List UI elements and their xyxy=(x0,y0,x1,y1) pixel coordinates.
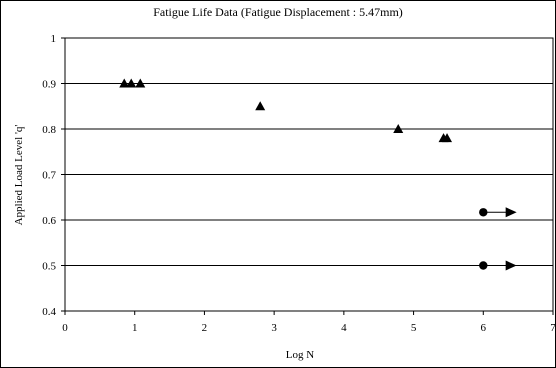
runout-arrowhead xyxy=(505,207,517,218)
y-axis-label: Applied Load Level 'q' xyxy=(13,125,25,226)
y-tick-label: 0.6 xyxy=(42,215,56,227)
triangle-marker xyxy=(119,78,130,88)
triangle-marker xyxy=(135,78,146,88)
y-tick-label: 0.4 xyxy=(42,306,56,318)
x-tick-label: 0 xyxy=(62,322,68,334)
x-tick-label: 1 xyxy=(132,322,138,334)
x-tick-label: 7 xyxy=(550,322,556,334)
triangle-marker xyxy=(393,124,404,133)
data-points xyxy=(119,78,488,270)
x-tick-label: 5 xyxy=(411,322,417,334)
y-tick-label: 0.5 xyxy=(42,261,56,273)
circle-marker xyxy=(479,208,488,217)
circle-marker xyxy=(479,261,488,270)
grid-lines xyxy=(65,83,553,266)
x-axis-label: Log N xyxy=(286,349,314,361)
x-tick-label: 4 xyxy=(341,322,347,334)
x-tick-label: 2 xyxy=(202,322,208,334)
triangle-marker xyxy=(126,78,137,88)
triangle-marker xyxy=(255,101,266,111)
x-tick-label: 3 xyxy=(271,322,277,334)
y-tick-label: 1 xyxy=(51,33,57,45)
runout-arrowhead xyxy=(505,260,517,271)
y-tick-label: 0.9 xyxy=(42,79,56,91)
y-tick-label: 0.7 xyxy=(42,170,56,182)
x-tick-label: 6 xyxy=(481,322,487,334)
y-tick-label: 0.8 xyxy=(42,124,56,136)
y-axis-ticks: 0.4 0.5 0.6 0.7 0.8 0.9 1 xyxy=(42,33,65,318)
triangle-marker xyxy=(442,133,453,143)
x-axis-ticks: 0 1 2 3 4 5 6 7 xyxy=(62,311,556,334)
chart-title: Fatigue Life Data (Fatigue Displacement … xyxy=(153,5,403,19)
